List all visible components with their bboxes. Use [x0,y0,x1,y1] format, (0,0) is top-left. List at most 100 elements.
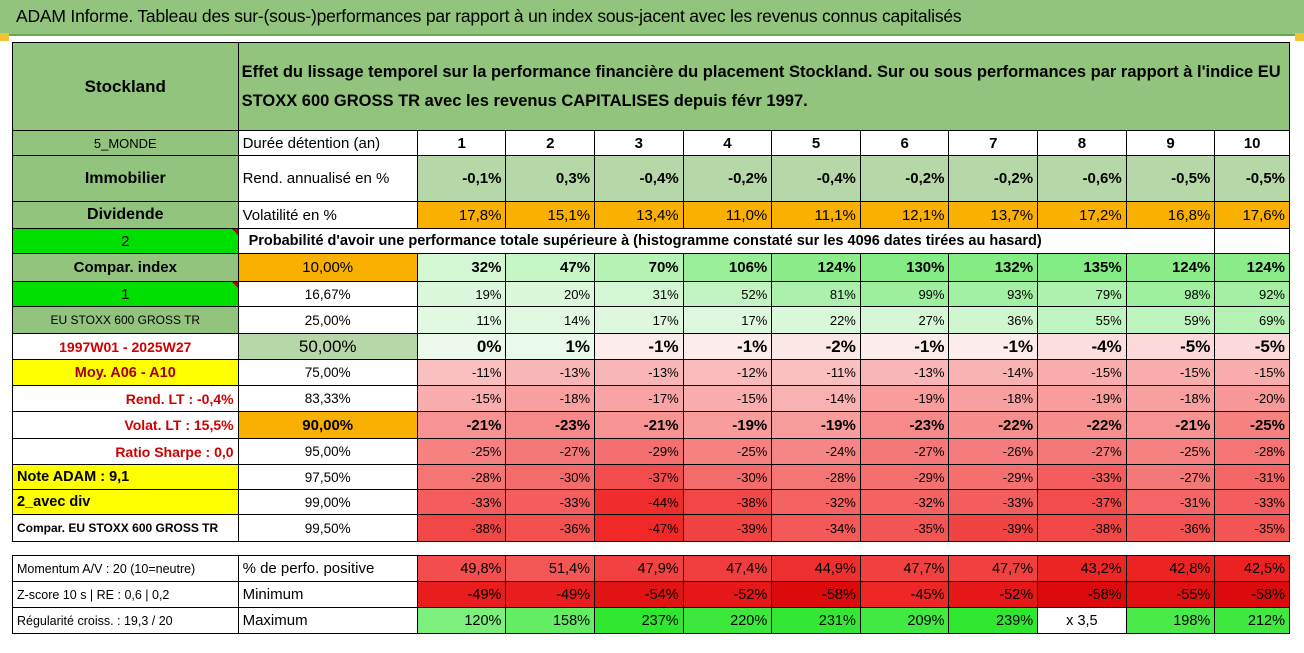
stat-value: -45% [859,581,950,608]
percentile-label: 97,50% [237,464,418,490]
percentile-value: -28% [1214,438,1290,465]
percentile-value: -36% [1125,514,1216,542]
year-header: 7 [948,130,1039,156]
percentile-value: -29% [948,464,1039,490]
percentile-row: 2_avec div 99,00% -33% -33% -44% -38% -32% -32%… [12,489,1290,515]
percentile-value: 124% [1125,253,1216,282]
stat-value: 212% [1214,607,1290,634]
minimum-label: Minimum [237,581,418,608]
percentile-value: 70% [594,253,684,282]
choice-1-cell[interactable]: 1 [12,281,239,307]
percentile-value: 47% [505,253,596,282]
stat-value: 220% [682,607,773,634]
percentile-value: -33% [505,489,596,515]
stat-value: 120% [416,607,507,634]
percentile-value: 55% [1037,306,1127,334]
perf-pos-label: % de perfo. positive [237,555,418,582]
header-row: Stockland Effet du lissage temporel sur … [12,42,1291,131]
stat-value: 47,7% [859,555,950,582]
percentile-value: 31% [594,281,684,307]
percentile-value: -28% [416,464,507,490]
year-header: 5 [771,130,861,156]
rend-lt-cell: Rend. LT : -0,4% [12,385,239,412]
percentile-value: -38% [1037,514,1127,542]
stat-value: -52% [682,581,773,608]
percentile-value: -21% [594,411,684,439]
period-cell: 1997W01 - 2025W27 [12,333,239,360]
percentile-value: 124% [771,253,861,282]
percentile-value: 92% [1214,281,1290,307]
percentile-value: -19% [859,385,950,412]
stat-value: -49% [505,581,596,608]
percentile-value: -15% [682,385,773,412]
percentile-label: 25,00% [237,306,418,334]
description-line-1: Effet du lissage temporel sur la perform… [241,62,1281,81]
percentile-value: -27% [1125,464,1216,490]
percentile-value: -47% [594,514,684,542]
percentile-value: -29% [859,464,950,490]
year-header: 1 [416,130,507,156]
percentile-value: -32% [771,489,861,515]
type-cell: Dividende [12,201,239,229]
percentile-label: 90,00% [237,411,418,439]
momentum-cell: Momentum A/V : 20 (10=neutre) [12,555,239,582]
percentile-label: 75,00% [237,359,418,386]
percentile-value: -1% [594,333,684,360]
percentile-row: Compar. index 10,00% 32% 47% 70% 106% 124% 130%… [12,253,1290,282]
percentile-label: 50,00% [237,333,418,360]
percentile-value: -18% [505,385,596,412]
stat-value: -54% [594,581,684,608]
percentile-value: -28% [771,464,861,490]
percentile-value: -27% [505,438,596,465]
zscore-cell: Z-score 10 s | RE : 0,6 | 0,2 [12,581,239,608]
rend-value: -0,2% [682,155,773,202]
stat-value: 47,7% [948,555,1039,582]
volat-value: 13,7% [948,201,1039,229]
stat-value: 42,5% [1214,555,1290,582]
percentile-value: -14% [948,359,1039,386]
percentile-value: -31% [1125,489,1216,515]
sector-cell: Immobilier [12,155,239,202]
stat-value: 209% [859,607,950,634]
stats-row: Z-score 10 s | RE : 0,6 | 0,2 Minimum -49%… [12,581,1290,608]
volat-value: 17,2% [1037,201,1127,229]
percentile-value: -39% [682,514,773,542]
percentile-value: -19% [771,411,861,439]
percentile-value: -33% [416,489,507,515]
percentile-value: -30% [682,464,773,490]
percentile-value: -33% [1214,489,1290,515]
regularite-cell: Régularité croiss. : 19,3 / 20 [12,607,239,634]
rend-value: -0,6% [1037,155,1127,202]
percentile-label: 99,00% [237,489,418,515]
percentile-value: -24% [771,438,861,465]
volat-value: 17,8% [416,201,507,229]
percentile-value: -2% [771,333,861,360]
percentile-value: 130% [859,253,950,282]
percentile-value: -33% [948,489,1039,515]
percentile-value: 11% [416,306,507,334]
note-cell: Note ADAM : 9,1 [12,464,239,490]
percentile-value: -38% [416,514,507,542]
stat-value: 51,4% [505,555,596,582]
percentile-value: -27% [859,438,950,465]
percentile-label: 83,33% [237,385,418,412]
years-row: 5_MONDE Durée détention (an) 1 2 3 4 5 6 7 8 9 10 [12,130,1290,156]
compar-index-cell: Compar. index [12,253,239,282]
percentile-value: -12% [682,359,773,386]
percentile-value: -13% [594,359,684,386]
moy-cell: Moy. A06 - A10 [12,359,239,386]
percentile-value: -15% [416,385,507,412]
stat-value: 158% [505,607,596,634]
percentile-value: 20% [505,281,596,307]
stat-value: 47,9% [594,555,684,582]
percentile-value: -32% [859,489,950,515]
percentile-label: 99,50% [237,514,418,542]
percentile-value: 27% [859,306,950,334]
stat-value: 239% [948,607,1039,634]
rend-value: -0,5% [1214,155,1290,202]
percentile-value: -4% [1037,333,1127,360]
percentile-value: 52% [682,281,773,307]
year-header: 8 [1037,130,1127,156]
choice-2-cell[interactable]: 2 [12,228,239,254]
percentile-value: -25% [682,438,773,465]
